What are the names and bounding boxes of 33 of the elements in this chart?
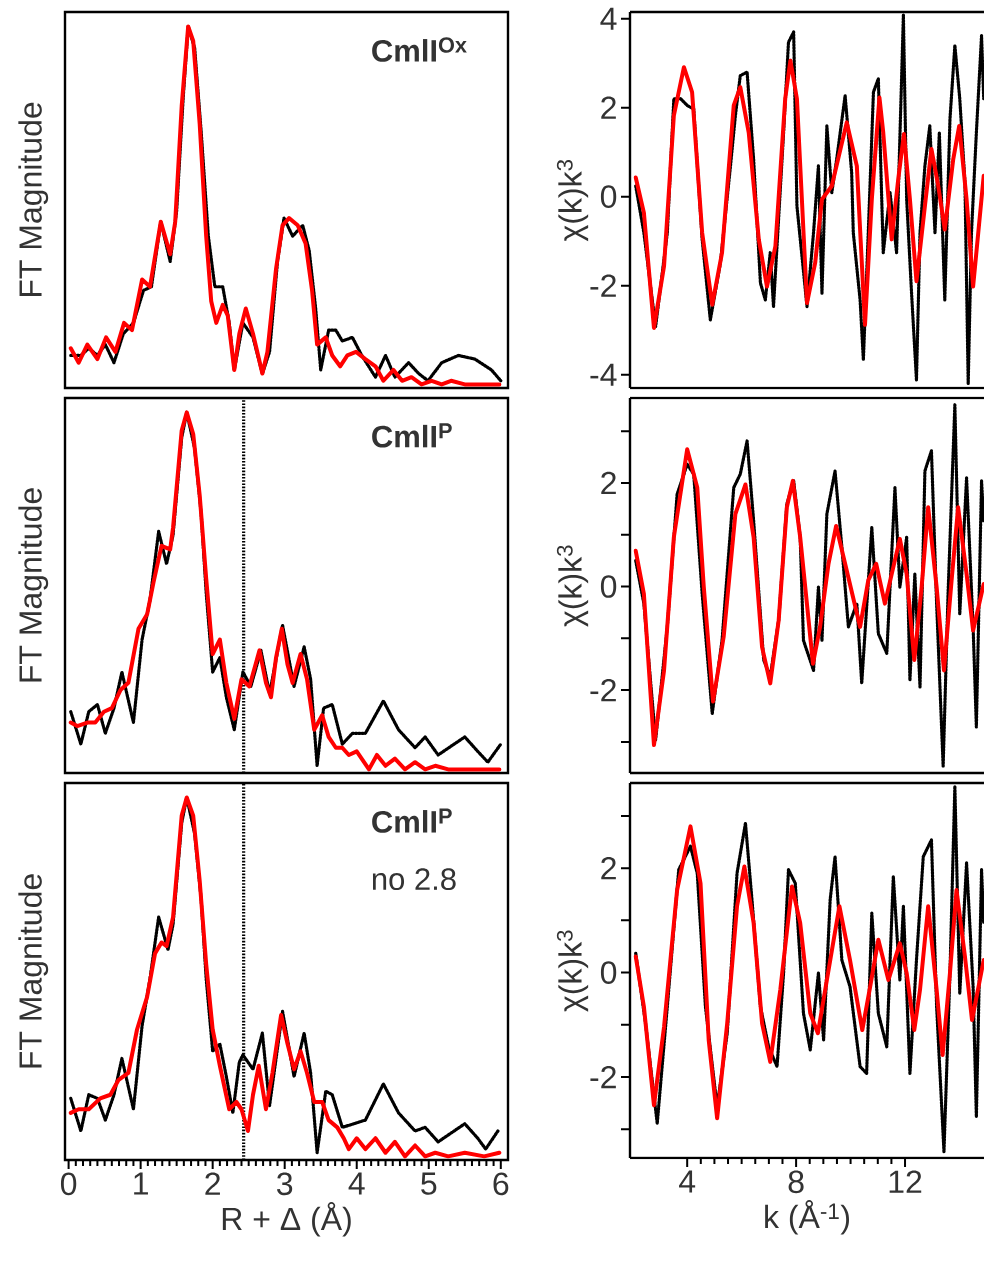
x-tick-label: 0 (60, 1172, 77, 1196)
x-tick-label: 1 (134, 1172, 148, 1195)
x-tick-label: 6 (493, 1172, 509, 1196)
y-tick-label: 4 (600, 7, 617, 30)
y-tick-label: 2 (601, 856, 616, 880)
x-tick-label: 5 (421, 1172, 437, 1195)
y-tick-label: 0 (600, 185, 617, 208)
x-tick-label: 3 (277, 1172, 293, 1196)
y-tick-label: 2 (601, 96, 616, 119)
annotation: CmlI$^{P}$ (372, 423, 452, 448)
x-tick-label: 8 (788, 1170, 804, 1194)
y-tick-label: -2 (590, 274, 616, 297)
y-tick-label: 2 (601, 471, 616, 495)
y-axis-title: χ(k)k$^{3}$ (556, 159, 589, 242)
annotation: no 2.8 (372, 868, 456, 891)
y-tick-label: -2 (590, 678, 616, 702)
x-tick-label: 12 (889, 1170, 922, 1193)
x-tick-label: 2 (205, 1172, 220, 1195)
y-axis-title: FT Magnitude (18, 874, 49, 1068)
y-axis-title: χ(k)k$^{3}$ (556, 545, 589, 627)
x-tick-label: 4 (679, 1170, 696, 1193)
y-tick-label: 0 (600, 961, 617, 984)
x-axis-title: R + Δ (Å) (222, 1202, 351, 1237)
y-tick-label: -2 (590, 1065, 616, 1089)
x-axis-title: k (Å$^{-1}$) (765, 1200, 849, 1235)
annotation: CmlI$^{Ox}$ (372, 37, 467, 62)
y-axis-title: χ(k)k$^{3}$ (556, 930, 589, 1012)
x-tick-label: 4 (348, 1172, 365, 1195)
y-tick-label: -4 (590, 363, 617, 386)
y-axis-title: FT Magnitude (18, 102, 49, 297)
y-axis-title: FT Magnitude (18, 488, 49, 682)
y-tick-label: 0 (600, 575, 617, 598)
annotation: CmlI$^{P}$ (372, 808, 452, 833)
